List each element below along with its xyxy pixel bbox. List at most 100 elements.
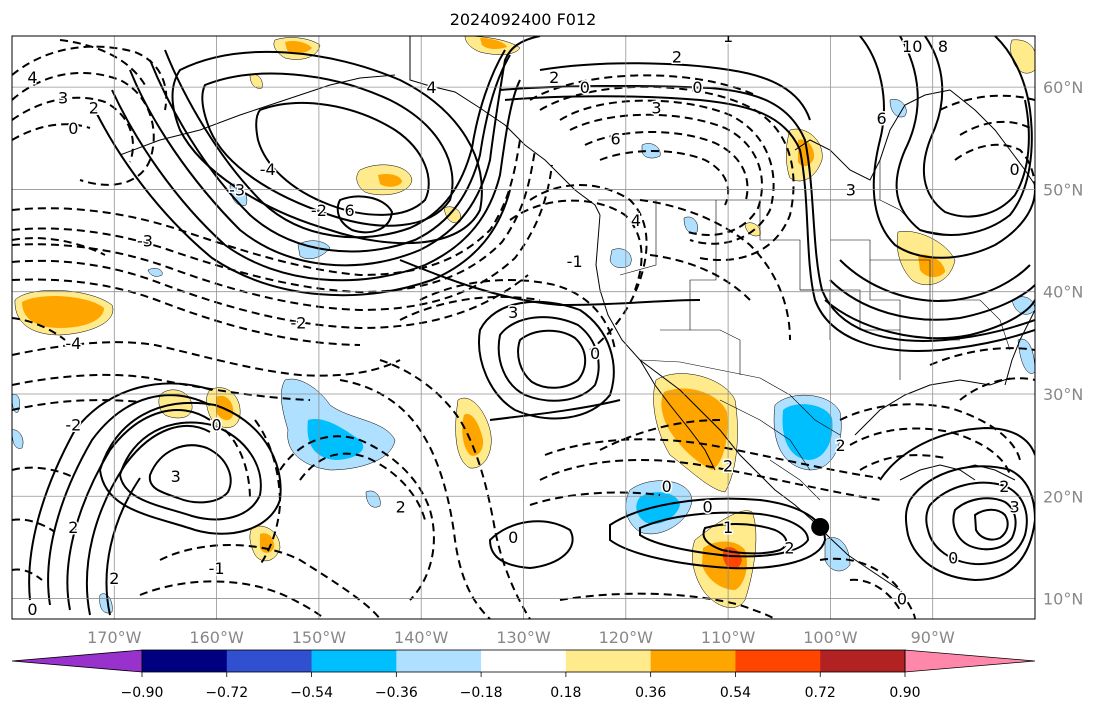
lat-label-2: 40°N bbox=[1043, 283, 1083, 302]
contour-neg-west-coast-4 bbox=[399, 295, 541, 321]
contour-pos-canada-high-2 bbox=[922, 36, 1030, 218]
shade-orange-sub-130-core bbox=[462, 414, 484, 456]
colorbar-labels: −0.90 −0.72 −0.54 −0.36 −0.18 0.18 0.36 0.54 0.7… bbox=[121, 672, 921, 701]
contour-pos-west-low-3 bbox=[148, 444, 232, 504]
contour-neg-west-coast-3 bbox=[419, 279, 616, 351]
contour-pos-canada-high-3 bbox=[859, 36, 1035, 259]
lon-label-5: 120°W bbox=[599, 628, 654, 647]
contour-neg-gulf-mex-1 bbox=[839, 403, 1021, 461]
lon-label-0: 170°W bbox=[87, 628, 142, 647]
contour-pos-alaska-high-1 bbox=[171, 50, 483, 245]
lat-label-5: 10°N bbox=[1043, 590, 1083, 609]
contour-pos-west-sweep-5 bbox=[28, 382, 213, 601]
contour-pos-sweep-4 bbox=[111, 79, 521, 282]
shade-blue-small-7 bbox=[1011, 296, 1035, 315]
contour-neg-nepac-3 bbox=[584, 131, 749, 204]
colorbar-segment-7 bbox=[650, 650, 736, 672]
contour-pos-east-1 bbox=[824, 299, 1035, 340]
colorbar-label-5: 0.18 bbox=[550, 685, 581, 701]
shade-blue-20n-core bbox=[636, 492, 680, 525]
shade-blue-small-14 bbox=[365, 490, 381, 508]
lat-label-1: 50°N bbox=[1043, 180, 1083, 199]
colorbar-label-6: 0.36 bbox=[635, 685, 666, 701]
contour-label-37: 0 bbox=[692, 78, 702, 97]
contour-neg-nepac-2 bbox=[569, 113, 763, 236]
contour-neg-west-pac-6 bbox=[12, 341, 401, 377]
contour-pos-east-trop-2 bbox=[925, 481, 1028, 566]
contour-pos-canada-high bbox=[895, 36, 1033, 236]
lat-label-0: 60°N bbox=[1043, 78, 1083, 97]
state-1 bbox=[619, 200, 657, 276]
contour-neg-dateline-2 bbox=[12, 317, 66, 341]
contour-neg-west-pac-8 bbox=[12, 399, 141, 411]
contour-label-27: 0 bbox=[1009, 160, 1019, 179]
mexico-1 bbox=[719, 399, 811, 471]
shade-blue-small-4 bbox=[683, 216, 698, 234]
shade-blue-central bbox=[281, 378, 396, 471]
contour-label-10: -4 bbox=[65, 334, 81, 353]
contour-neg-central-1 bbox=[279, 435, 435, 601]
contour-neg-trop-1 bbox=[539, 459, 881, 501]
shade-blue-small-6 bbox=[889, 98, 907, 118]
contour-label-16: -1 bbox=[209, 559, 225, 578]
lat-label-3: 30°N bbox=[1043, 385, 1083, 404]
contour-neg-central-5 bbox=[159, 544, 381, 619]
contour-label-46: 0 bbox=[948, 549, 958, 568]
contour-label-39: 2 bbox=[672, 47, 682, 66]
contour-label-19: 0 bbox=[508, 528, 518, 547]
contour-pos-trop-low-1 bbox=[609, 497, 827, 570]
contour-label-11: -2 bbox=[65, 416, 81, 435]
contour-neg-west-coast-2 bbox=[509, 199, 643, 291]
colorbar-segment-3 bbox=[311, 650, 397, 672]
contour-neg-gulf-mex-2 bbox=[849, 427, 1011, 476]
contour-label-17: 0 bbox=[27, 600, 37, 619]
contour-pos-top-ridge-3 bbox=[539, 62, 811, 121]
contour-pos-west-sweep-4 bbox=[47, 394, 211, 606]
contour-pos-zero-long bbox=[399, 259, 701, 307]
contour-neg-west-pac-4 bbox=[12, 259, 529, 330]
contour-pos-east-trop-1 bbox=[904, 465, 1035, 582]
contour-label-6: 3 bbox=[508, 303, 518, 322]
contour-neg-intermt-1 bbox=[639, 199, 791, 341]
border-us-mexico bbox=[639, 359, 841, 436]
contour-neg-trop-2 bbox=[544, 438, 881, 479]
contour-label-15: 2 bbox=[109, 569, 119, 588]
contour-label-8: -3 bbox=[137, 232, 153, 251]
coastline-gulf bbox=[854, 377, 1011, 436]
colorbar-segment-6 bbox=[565, 650, 652, 672]
shade-orange-dateline-core bbox=[22, 296, 104, 328]
colorbar-extend-high bbox=[904, 649, 1036, 673]
contour-pos-alaska-high-3 bbox=[255, 101, 430, 216]
contour-label-41: 3 bbox=[58, 88, 68, 107]
contour-pos-west-low-2 bbox=[118, 421, 262, 521]
colorbar-segment-8 bbox=[735, 650, 821, 672]
colorbar-label-4: −0.18 bbox=[460, 685, 503, 701]
contour-label-12: 0 bbox=[212, 416, 222, 435]
state-4 bbox=[660, 329, 741, 375]
contour-neg-gulf-mex-3 bbox=[859, 454, 946, 471]
contour-neg-gulf-alaska-4 bbox=[12, 45, 168, 111]
contours-negative bbox=[12, 39, 1035, 619]
contour-label-0: -4 bbox=[260, 160, 276, 179]
colorbar-label-2: −0.54 bbox=[290, 685, 333, 701]
lon-label-4: 130°W bbox=[496, 628, 551, 647]
coastline-alaska bbox=[409, 36, 601, 216]
lon-label-2: 150°W bbox=[292, 628, 347, 647]
contour-neg-west-pac-1 bbox=[12, 139, 521, 277]
colorbar-label-1: −0.72 bbox=[205, 685, 248, 701]
contour-label-31: 10 bbox=[902, 37, 922, 56]
contour-pos-east-3 bbox=[839, 259, 1031, 302]
lon-label-3: 140°W bbox=[394, 628, 449, 647]
contour-neg-gulf-alaska-5 bbox=[59, 39, 146, 86]
contour-label-24: 2 bbox=[723, 457, 733, 476]
contour-label-40: 4 bbox=[27, 68, 37, 87]
colorbar-label-3: −0.36 bbox=[375, 685, 418, 701]
contour-label-33: 2 bbox=[549, 68, 559, 87]
contour-label-23: 2 bbox=[784, 538, 794, 557]
colorbar-segment-5 bbox=[481, 650, 567, 672]
contour-label-29: 6 bbox=[876, 109, 886, 128]
contour-pos-mid-low-2 bbox=[497, 316, 600, 402]
contour-label-3: -1 bbox=[567, 252, 583, 271]
contour-neg-trop-4 bbox=[559, 592, 776, 619]
contour-neg-west-pac-3 bbox=[12, 164, 553, 312]
